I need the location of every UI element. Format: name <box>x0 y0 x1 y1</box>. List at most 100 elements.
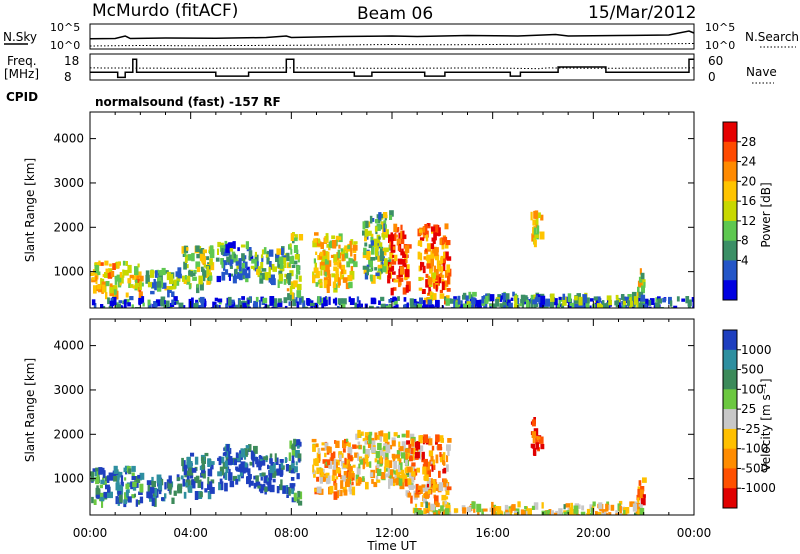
heatmap-cell <box>264 486 268 492</box>
velocity-ylabel: Slant Range [km] <box>23 358 37 462</box>
heatmap-cell <box>217 471 222 477</box>
heatmap-cell <box>540 443 545 450</box>
heatmap-cell <box>260 457 266 466</box>
heatmap-cell <box>383 443 388 448</box>
x-tick-label: 00:00 <box>73 526 108 540</box>
heatmap-cell <box>138 271 142 277</box>
heatmap-cell <box>428 514 432 515</box>
heatmap-cell <box>673 305 678 308</box>
freq-series <box>90 58 694 79</box>
heatmap-cell <box>447 449 450 456</box>
heatmap-cell <box>271 278 276 286</box>
heatmap-cell <box>647 299 652 306</box>
heatmap-cell <box>191 467 197 473</box>
heatmap-cell <box>237 474 241 482</box>
heatmap-cell <box>553 298 558 306</box>
heatmap-cell <box>184 464 188 471</box>
colorbar-swatch <box>723 389 737 410</box>
heatmap-cell <box>489 507 492 512</box>
heatmap-cell <box>401 230 405 238</box>
heatmap-cell <box>421 262 425 267</box>
heatmap-cell <box>356 445 360 449</box>
heatmap-cell <box>391 271 396 275</box>
heatmap-cell <box>256 268 259 275</box>
colorbar-tick-label: -100 <box>741 442 768 456</box>
heatmap-cell <box>342 277 348 283</box>
heatmap-cell <box>531 431 537 438</box>
colorbar-tick-label: -25 <box>741 422 761 436</box>
heatmap-cell <box>269 453 273 458</box>
heatmap-cell <box>357 429 361 438</box>
heatmap-cell <box>459 304 464 308</box>
heatmap-cell <box>122 269 125 278</box>
heatmap-cell <box>107 297 110 305</box>
heatmap-cell <box>596 303 601 308</box>
heatmap-cell <box>398 478 403 486</box>
cpid-text: normalsound (fast) -157 RF <box>95 95 281 109</box>
heatmap-cell <box>615 513 620 515</box>
heatmap-cell <box>244 448 248 457</box>
heatmap-cell <box>670 300 673 307</box>
heatmap-cell <box>541 502 544 509</box>
heatmap-cell <box>425 273 429 278</box>
heatmap-cell <box>593 296 598 301</box>
heatmap-cell <box>146 308 151 315</box>
heatmap-cell <box>417 510 422 515</box>
heatmap-cell <box>424 486 430 493</box>
heatmap-cell <box>380 303 386 308</box>
nsearch-label: N.Search <box>745 30 799 44</box>
heatmap-cell <box>640 486 645 492</box>
heatmap-cell <box>314 488 317 492</box>
heatmap-cell <box>341 298 347 305</box>
heatmap-cell <box>531 233 535 242</box>
heatmap-cell <box>388 469 394 479</box>
heatmap-cell <box>280 460 284 468</box>
heatmap-cell <box>91 277 96 281</box>
heatmap-cell <box>378 236 381 240</box>
heatmap-cell <box>237 247 240 252</box>
heatmap-cell <box>433 283 436 289</box>
colorbar-swatch <box>723 330 737 351</box>
heatmap-cell <box>425 230 429 238</box>
heatmap-cell <box>594 511 598 515</box>
heatmap-cell <box>691 297 694 302</box>
heatmap-cell <box>227 458 232 466</box>
heatmap-cell <box>313 238 318 243</box>
heatmap-cell <box>324 259 330 267</box>
heatmap-cell <box>644 298 649 306</box>
heatmap-cell <box>428 450 434 457</box>
heatmap-cell <box>288 452 292 461</box>
x-tick-label: 08:00 <box>274 526 309 540</box>
heatmap-cell <box>445 295 450 300</box>
heatmap-cell <box>142 302 145 307</box>
heatmap-cell <box>238 264 242 272</box>
heatmap-cell <box>432 479 436 489</box>
heatmap-cell <box>324 251 329 260</box>
heatmap-cell <box>255 481 261 487</box>
heatmap-cell <box>233 459 237 466</box>
heatmap-cell <box>120 275 124 284</box>
heatmap-cell <box>226 297 229 305</box>
heatmap-cell <box>137 307 141 308</box>
heatmap-cell <box>530 211 533 221</box>
heatmap-cell <box>500 295 503 300</box>
heatmap-cell <box>216 275 221 283</box>
heatmap-cell <box>161 497 165 501</box>
heatmap-cell <box>225 303 229 308</box>
heatmap-cell <box>443 460 446 466</box>
heatmap-cell <box>379 448 384 457</box>
heatmap-cell <box>151 497 155 507</box>
heatmap-cell <box>362 438 366 442</box>
heatmap-cell <box>276 248 281 255</box>
heatmap-cell <box>284 273 288 278</box>
heatmap-cell <box>112 263 116 270</box>
heatmap-cell <box>118 494 123 503</box>
heatmap-cell <box>585 297 590 304</box>
heatmap-cell <box>430 503 435 511</box>
heatmap-cell <box>439 277 442 284</box>
heatmap-cell <box>341 254 345 262</box>
heatmap-cell <box>441 274 445 279</box>
heatmap-cell <box>432 459 435 466</box>
heatmap-cell <box>102 481 107 485</box>
